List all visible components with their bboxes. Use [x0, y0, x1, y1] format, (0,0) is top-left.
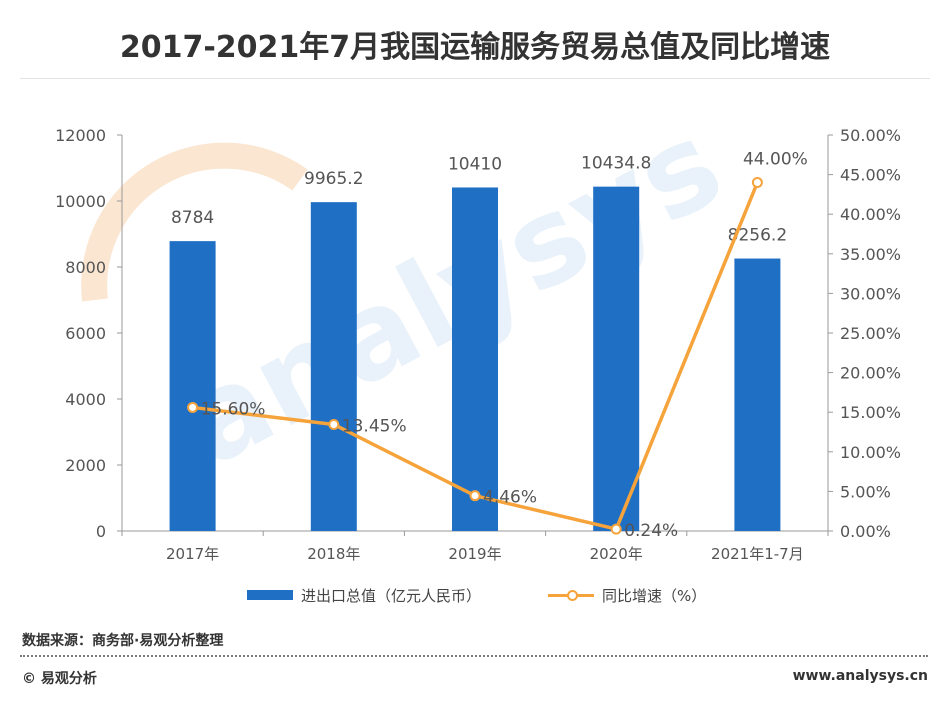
bar [734, 258, 781, 531]
y-right-tick-label: 15.00% [840, 403, 901, 422]
growth-marker [610, 523, 622, 535]
growth-marker [187, 401, 199, 413]
bar-value-label: 10410 [448, 154, 502, 174]
y-right-tick-label: 45.00% [840, 166, 901, 185]
y-left-tick-label: 10000 [55, 192, 106, 211]
growth-value-label: 44.00% [743, 150, 808, 170]
growth-marker [469, 490, 481, 502]
growth-marker [328, 418, 340, 430]
bar-value-label: 8256.2 [728, 226, 787, 246]
growth-marker [751, 177, 763, 189]
bar [452, 187, 498, 531]
x-tick-label: 2017年 [166, 545, 219, 563]
x-tick-label: 2020年 [590, 545, 643, 563]
bar [310, 202, 357, 531]
legend-bar-label: 进出口总值（亿元人民币） [301, 587, 482, 605]
footer-divider [20, 655, 928, 657]
watermark-swoosh [81, 142, 308, 302]
y-left-tick-label: 0 [96, 522, 106, 541]
y-right-tick-label: 40.00% [840, 205, 901, 224]
title-divider [20, 78, 930, 79]
legend-line-label: 同比增速（%） [602, 587, 707, 605]
data-source: 数据来源：商务部·易观分析整理 [22, 633, 224, 649]
legend-bar-swatch [247, 590, 293, 600]
y-right-tick-label: 35.00% [840, 245, 901, 264]
website-link[interactable]: www.analysys.cn [792, 668, 928, 684]
bar-value-label: 9965.2 [304, 169, 363, 189]
bar [169, 241, 216, 532]
chart-title: 2017-2021年7月我国运输服务贸易总值及同比增速 [119, 30, 831, 65]
y-left-tick-label: 12000 [55, 126, 106, 145]
y-right-tick-label: 0.00% [840, 522, 891, 541]
x-tick-label: 2019年 [448, 545, 501, 563]
y-right-tick-label: 30.00% [840, 284, 901, 303]
y-right-tick-label: 50.00% [840, 126, 901, 145]
legend: 进出口总值（亿元人民币） 同比增速（%） [0, 585, 950, 605]
chart: analysys0200040006000800010000120000.00%… [55, 95, 901, 563]
bar-value-label: 10434.8 [581, 154, 651, 174]
y-right-tick-label: 10.00% [840, 443, 901, 462]
bar [593, 186, 640, 531]
y-right-tick-label: 25.00% [840, 324, 901, 343]
brand-footer: © 易观分析 [22, 671, 97, 687]
x-tick-label: 2021年1-7月 [711, 545, 804, 563]
y-right-tick-label: 20.00% [840, 364, 901, 383]
y-left-tick-label: 8000 [65, 258, 106, 277]
y-right-tick-label: 5.00% [840, 482, 891, 501]
growth-value-label: 15.60% [201, 399, 266, 419]
legend-marker-icon [567, 590, 578, 601]
x-tick-label: 2018年 [307, 545, 360, 563]
bar-value-label: 8784 [171, 208, 214, 228]
y-left-tick-label: 2000 [65, 456, 106, 475]
growth-value-label: 13.45% [342, 416, 407, 436]
y-left-tick-label: 4000 [65, 390, 106, 409]
growth-value-label: 4.46% [483, 488, 537, 508]
growth-value-label: 0.24% [624, 521, 678, 541]
y-left-tick-label: 6000 [65, 324, 106, 343]
